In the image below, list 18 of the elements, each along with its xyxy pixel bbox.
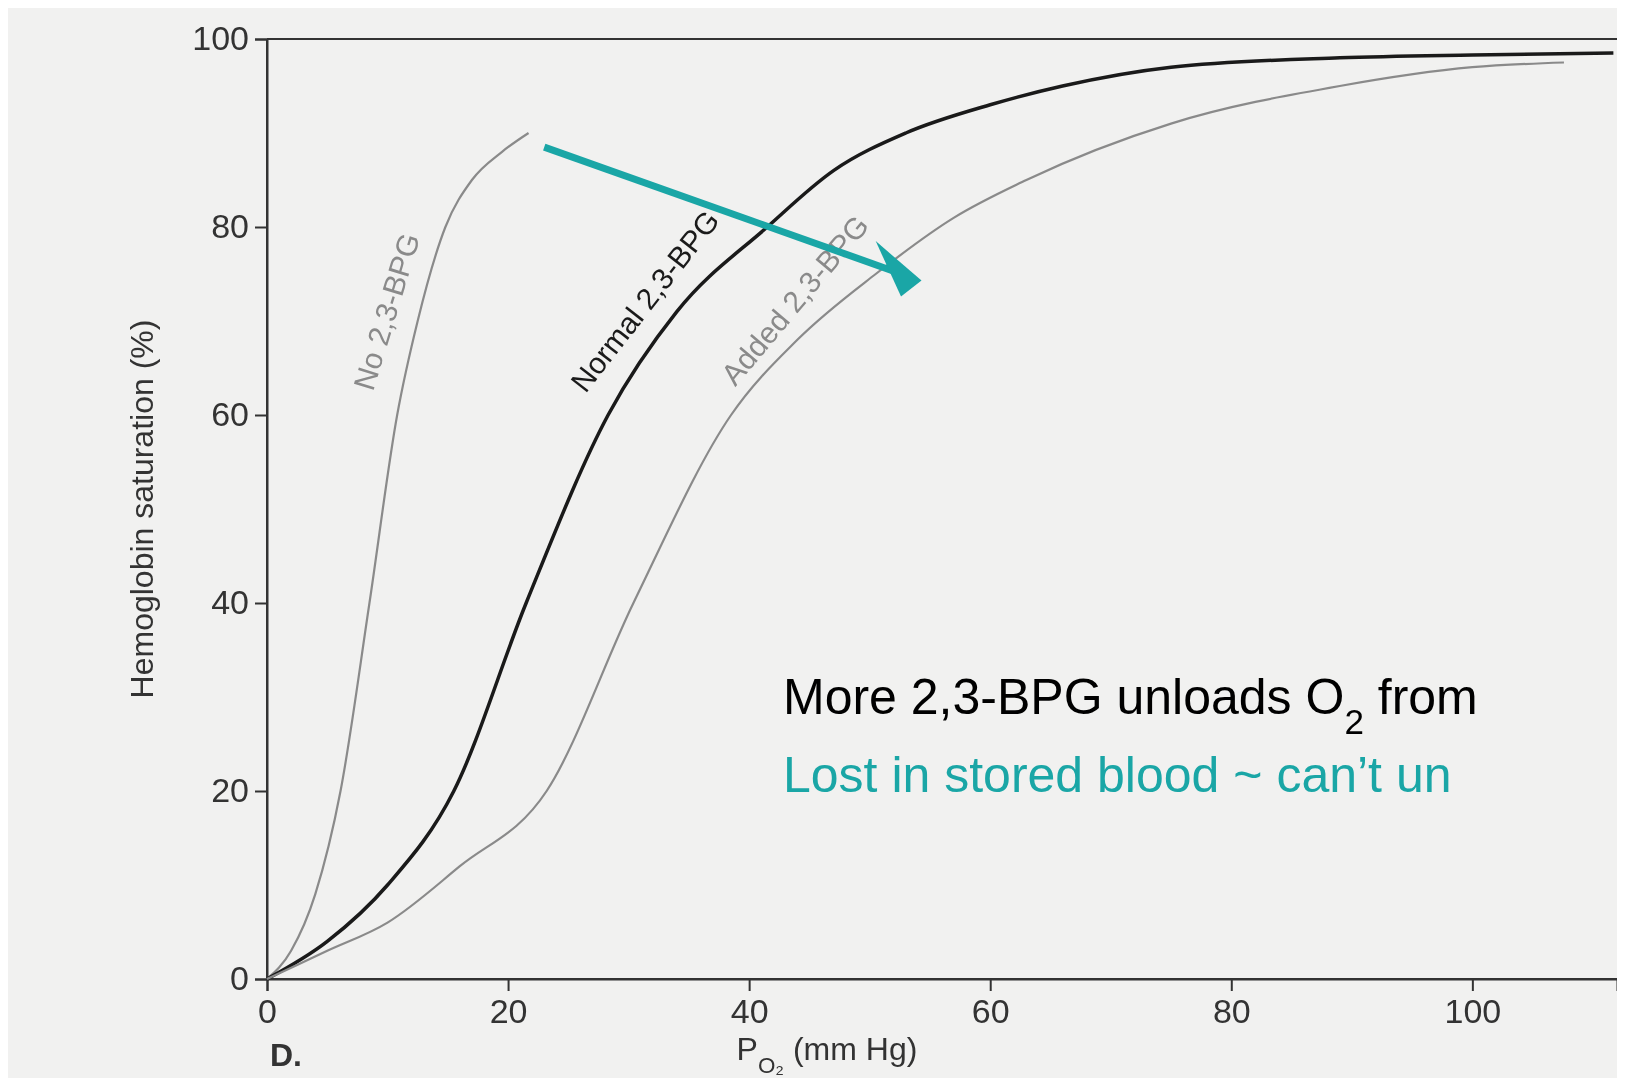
y-tick-label: 60 bbox=[211, 395, 249, 434]
x-tick-label: 40 bbox=[730, 992, 769, 1031]
annotation: Lost in stored blood ~ can’t un bbox=[783, 747, 1452, 803]
y-tick-label: 0 bbox=[230, 959, 249, 998]
y-tick-label: 20 bbox=[211, 771, 249, 810]
y-tick-label: 100 bbox=[192, 19, 249, 58]
x-tick-label: 60 bbox=[971, 992, 1010, 1031]
annotation: More 2,3-BPG unloads O$_{2}$ from bbox=[783, 669, 1478, 741]
y-axis-title: Hemoglobin saturation (%) bbox=[124, 319, 160, 699]
x-tick-label: 0 bbox=[258, 992, 277, 1031]
y-tick-label: 80 bbox=[211, 207, 249, 246]
text: No 2,3-BPG bbox=[347, 229, 427, 394]
x-tick-label: 20 bbox=[489, 992, 528, 1031]
x-tick-label: 80 bbox=[1212, 992, 1251, 1031]
text: D. bbox=[270, 1037, 302, 1073]
x-axis-title: P$_{O₂}$ (mm Hg) bbox=[736, 1031, 918, 1078]
x-tick-label: 100 bbox=[1444, 992, 1502, 1031]
y-tick-label: 40 bbox=[211, 583, 249, 622]
